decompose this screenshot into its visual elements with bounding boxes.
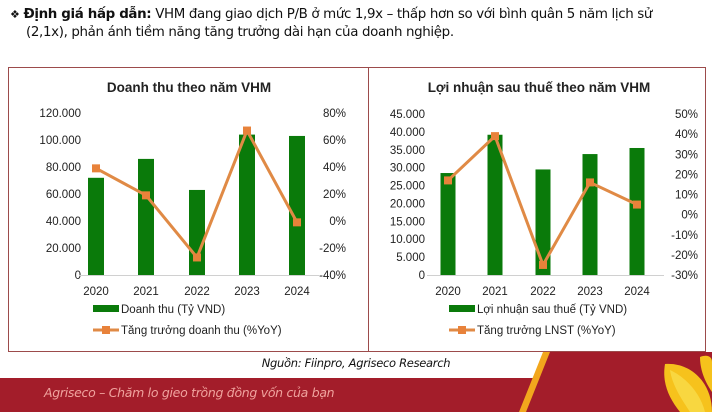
right-axis-tick: 60% — [323, 135, 346, 147]
legend-marker-icon — [458, 326, 466, 334]
right-axis-tick: 0% — [681, 210, 698, 222]
left-axis-tick: 35.000 — [390, 145, 425, 157]
x-axis-tick: 2021 — [133, 286, 159, 298]
x-axis-tick: 2024 — [624, 286, 650, 298]
intro-line-2: (2,1x), phản ánh tiềm năng tăng trưởng d… — [26, 24, 454, 40]
left-axis-tick: 20.000 — [46, 243, 81, 255]
footer-band — [0, 352, 712, 412]
intro-bold-label: Định giá hấp dẫn: — [23, 7, 152, 22]
left-axis-tick: 45.000 — [390, 109, 425, 121]
right-axis-tick: 20% — [675, 169, 698, 181]
bar-2024 — [629, 147, 645, 275]
right-axis-tick: 30% — [675, 149, 698, 161]
footer-slogan: Agriseco – Chăm lo gieo trồng đồng vốn c… — [44, 385, 335, 400]
right-axis-tick: 10% — [675, 190, 698, 202]
intro-line-1: ❖ Định giá hấp dẫn: VHM đang giao dịch P/… — [10, 6, 705, 24]
revenue-chart-frame: Doanh thu theo năm VHM 0 20.000 40.000 60.00… — [8, 67, 369, 352]
x-axis-tick: 2022 — [184, 286, 210, 298]
growth-marker-2020 — [444, 176, 452, 185]
right-axis-tick: -20% — [319, 243, 346, 255]
left-axis-tick: 120.000 — [39, 108, 81, 120]
x-axis-tick: 2020 — [435, 286, 461, 298]
legend-bar-swatch-icon — [93, 305, 119, 312]
profit-chart: Lợi nhuận sau thuế theo năm VHM 0 5.000 10.… — [390, 80, 698, 337]
left-axis-tick: 0 — [419, 270, 425, 282]
chart-title: Doanh thu theo năm VHM — [107, 80, 271, 95]
right-axis-tick: 40% — [675, 129, 698, 141]
right-axis-tick: -30% — [671, 270, 698, 282]
chart-title: Lợi nhuận sau thuế theo năm VHM — [428, 80, 651, 95]
x-axis-tick: 2023 — [234, 286, 260, 298]
left-axis-tick: 25.000 — [390, 181, 425, 193]
bar-2021 — [487, 134, 503, 275]
growth-marker-2021 — [142, 191, 150, 200]
left-axis-tick: 15.000 — [390, 216, 425, 228]
flower-petal-icon — [664, 355, 712, 412]
bar-2023 — [582, 154, 598, 275]
x-axis-tick: 2024 — [284, 286, 310, 298]
right-axis-tick: -20% — [671, 250, 698, 262]
legend-bar-label: Doanh thu (Tỷ VND) — [121, 304, 225, 316]
left-axis-tick: 0 — [75, 270, 81, 282]
left-axis-tick: 40.000 — [390, 127, 425, 139]
bar-2020 — [440, 173, 456, 275]
bar-2024 — [289, 135, 305, 275]
growth-marker-2023 — [586, 178, 594, 187]
intro-line-1-text: VHM đang giao dịch P/B ở mức 1,9x – thấp… — [151, 7, 653, 22]
growth-marker-2022 — [193, 253, 201, 262]
legend-line-label: Tăng trưởng LNST (%YoY) — [477, 325, 616, 337]
x-axis-tick: 2020 — [83, 286, 109, 298]
right-axis-tick: 40% — [323, 162, 346, 174]
left-axis-tick: 5.000 — [396, 252, 425, 264]
growth-marker-2022 — [539, 260, 547, 269]
left-axis-tick: 40.000 — [46, 216, 81, 228]
growth-marker-2024 — [293, 218, 301, 227]
diamond-bullet-icon: ❖ — [10, 8, 20, 21]
left-axis-tick: 100.000 — [39, 135, 81, 147]
growth-marker-2023 — [243, 126, 251, 135]
bar-2023 — [239, 134, 255, 275]
source-caption: Nguồn: Fiinpro, Agriseco Research — [261, 356, 451, 370]
left-axis-tick: 60.000 — [46, 189, 81, 201]
revenue-chart: Doanh thu theo năm VHM 0 20.000 40.000 60.00… — [39, 80, 346, 337]
left-axis-tick: 10.000 — [390, 234, 425, 246]
intro-paragraph: ❖ Định giá hấp dẫn: VHM đang giao dịch P/… — [10, 6, 705, 41]
x-axis-tick: 2022 — [530, 286, 556, 298]
right-axis-tick: 0% — [329, 216, 346, 228]
legend-bar-swatch-icon — [449, 305, 475, 312]
bar-2020 — [88, 177, 104, 275]
left-axis-tick: 30.000 — [390, 163, 425, 175]
profit-chart-frame: Lợi nhuận sau thuế theo năm VHM 0 5.000 10.… — [368, 67, 706, 352]
growth-marker-2021 — [491, 132, 499, 141]
left-axis-tick: 80.000 — [46, 162, 81, 174]
legend-bar-label: Lợi nhuận sau thuế (Tỷ VND) — [477, 304, 627, 316]
bar-2021 — [138, 158, 154, 275]
right-axis-tick: -10% — [671, 230, 698, 242]
right-axis-tick: 80% — [323, 108, 346, 120]
right-axis-tick: 20% — [323, 189, 346, 201]
growth-marker-2020 — [92, 164, 100, 173]
bar-2022 — [535, 169, 551, 275]
right-axis-tick: 50% — [675, 109, 698, 121]
footer-orange-stripe — [519, 352, 550, 412]
bar-2022 — [189, 189, 205, 275]
legend-marker-icon — [102, 326, 110, 334]
left-axis-tick: 20.000 — [390, 198, 425, 210]
x-axis-tick: 2021 — [482, 286, 508, 298]
legend-line-label: Tăng trưởng doanh thu (%YoY) — [121, 325, 282, 337]
x-axis-tick: 2023 — [577, 286, 603, 298]
right-axis-tick: -40% — [319, 270, 346, 282]
growth-marker-2024 — [633, 200, 641, 209]
